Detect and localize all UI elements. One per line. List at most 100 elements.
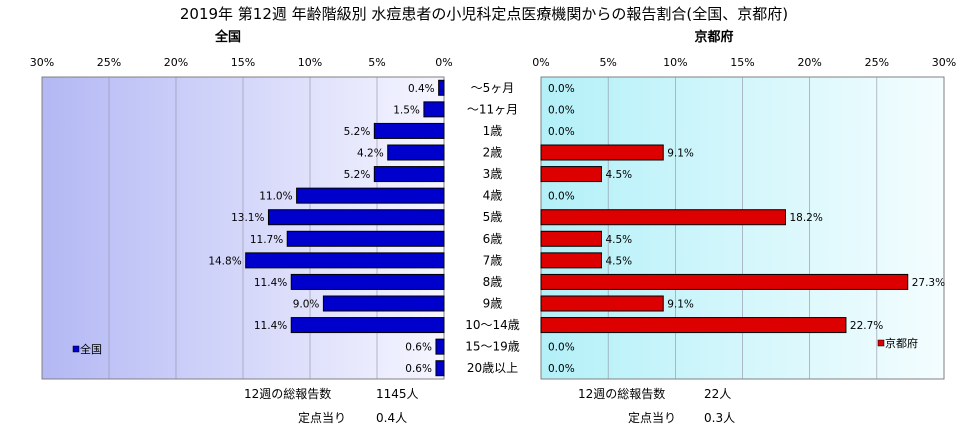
category-labels: ～5ヶ月 ～11ヶ月 1歳 2歳 3歳 4歳 5歳 6歳 7歳 8歳 9歳 10～14歳 15～19歳 2… bbox=[465, 81, 520, 375]
chart-title: 2019年 第12週 年齢階級別 水痘患者の小児科定点医療機関からの報告割合(全… bbox=[180, 5, 788, 23]
national-bar bbox=[322, 295, 445, 312]
national-data-label: 0.6% bbox=[405, 342, 432, 354]
national-bar bbox=[423, 101, 445, 118]
kyoto-bar bbox=[540, 144, 664, 161]
kyoto-x-tick-label: 25% bbox=[865, 56, 889, 69]
national-data-label: 5.2% bbox=[344, 126, 371, 138]
kyoto-x-tick-label: 20% bbox=[797, 56, 821, 69]
national-chart-title: 全国 bbox=[214, 29, 241, 45]
national-data-label: 14.8% bbox=[208, 255, 241, 267]
national-x-tick-label: 15% bbox=[231, 56, 255, 69]
kyoto-legend-label: 京都府 bbox=[885, 336, 918, 350]
national-legend-label: 全国 bbox=[80, 342, 102, 356]
kyoto-data-label: 0.0% bbox=[548, 363, 575, 375]
national-x-tick-label: 30% bbox=[30, 56, 54, 69]
kyoto-per-label: 定点当り bbox=[628, 410, 676, 425]
category-label: 9歳 bbox=[483, 297, 503, 311]
national-bar bbox=[296, 187, 445, 204]
kyoto-total-value: 22人 bbox=[704, 387, 731, 401]
kyoto-bar bbox=[540, 166, 602, 183]
national-data-label: 0.6% bbox=[405, 363, 432, 375]
national-data-label: 13.1% bbox=[231, 212, 264, 224]
category-label: ～5ヶ月 bbox=[471, 81, 515, 95]
kyoto-legend-swatch bbox=[877, 339, 885, 347]
kyoto-data-label: 0.0% bbox=[548, 191, 575, 203]
national-data-labels: 0.4% 1.5% 5.2% 4.2% 5.2% 11.0% 13.1% 11.7% 14.8%… bbox=[208, 83, 434, 375]
kyoto-chart-title: 京都府 bbox=[694, 29, 733, 45]
category-label: 2歳 bbox=[483, 146, 503, 160]
national-bar bbox=[387, 144, 445, 161]
national-legend-swatch bbox=[72, 345, 80, 353]
national-x-tick-label: 0% bbox=[435, 56, 452, 69]
kyoto-x-tick-label: 10% bbox=[663, 56, 687, 69]
kyoto-bar bbox=[540, 209, 786, 226]
category-label: 10～14歳 bbox=[465, 318, 520, 332]
national-bar bbox=[267, 209, 445, 226]
kyoto-bar bbox=[540, 252, 602, 269]
national-bar bbox=[435, 338, 445, 355]
kyoto-data-label: 0.0% bbox=[548, 342, 575, 354]
kyoto-x-tick-label: 30% bbox=[932, 56, 956, 69]
national-data-label: 11.4% bbox=[254, 277, 287, 289]
kyoto-bar bbox=[540, 273, 909, 290]
kyoto-x-tick-labels: 0% 5% 10% 15% 20% 25% 30% bbox=[532, 56, 956, 69]
national-data-label: 0.4% bbox=[408, 83, 435, 95]
kyoto-data-label: 22.7% bbox=[850, 320, 883, 332]
category-label: 3歳 bbox=[483, 167, 503, 181]
category-label: 5歳 bbox=[483, 210, 503, 224]
national-per-label: 定点当り bbox=[298, 410, 346, 425]
national-bar bbox=[435, 360, 445, 377]
category-label: 15～19歳 bbox=[465, 340, 520, 354]
category-label: 4歳 bbox=[483, 189, 503, 203]
kyoto-data-label: 18.2% bbox=[789, 212, 822, 224]
national-legend: 全国 bbox=[72, 342, 102, 356]
national-data-label: 5.2% bbox=[344, 169, 371, 181]
kyoto-x-tick-label: 15% bbox=[730, 56, 754, 69]
national-data-label: 1.5% bbox=[393, 104, 420, 116]
kyoto-data-label: 4.5% bbox=[605, 169, 632, 181]
national-bar bbox=[373, 166, 445, 183]
kyoto-data-label: 0.0% bbox=[548, 126, 575, 138]
kyoto-bars bbox=[540, 144, 909, 334]
national-data-label: 11.7% bbox=[250, 234, 283, 246]
national-x-tick-label: 25% bbox=[97, 56, 121, 69]
national-x-tick-labels: 30% 25% 20% 15% 10% 5% 0% bbox=[30, 56, 453, 69]
kyoto-x-tick-label: 0% bbox=[532, 56, 549, 69]
kyoto-bar bbox=[540, 230, 602, 247]
kyoto-data-label: 27.3% bbox=[912, 277, 945, 289]
kyoto-x-tick-label: 5% bbox=[599, 56, 616, 69]
national-bars bbox=[245, 79, 445, 377]
kyoto-data-label: 0.0% bbox=[548, 83, 575, 95]
national-x-tick-label: 5% bbox=[368, 56, 385, 69]
national-per-value: 0.4人 bbox=[376, 411, 407, 425]
kyoto-data-label: 9.1% bbox=[667, 148, 694, 160]
national-data-label: 4.2% bbox=[357, 148, 384, 160]
national-bar bbox=[373, 122, 445, 139]
national-bar bbox=[286, 230, 445, 247]
kyoto-data-label: 9.1% bbox=[667, 299, 694, 311]
category-label: 20歳以上 bbox=[467, 361, 518, 375]
national-bar bbox=[245, 252, 445, 269]
kyoto-data-label: 4.5% bbox=[605, 234, 632, 246]
national-x-tick-label: 10% bbox=[298, 56, 322, 69]
kyoto-data-label: 0.0% bbox=[548, 104, 575, 116]
national-x-tick-label: 20% bbox=[164, 56, 188, 69]
national-total-value: 1145人 bbox=[376, 387, 419, 401]
kyoto-data-label: 4.5% bbox=[605, 255, 632, 267]
category-label: 1歳 bbox=[483, 124, 503, 138]
national-data-label: 11.0% bbox=[259, 191, 292, 203]
category-label: 7歳 bbox=[483, 253, 503, 267]
national-bar bbox=[290, 317, 445, 334]
kyoto-bar bbox=[540, 295, 664, 312]
national-data-label: 9.0% bbox=[293, 299, 320, 311]
national-bar bbox=[290, 273, 445, 290]
category-label: 8歳 bbox=[483, 275, 503, 289]
national-data-label: 11.4% bbox=[254, 320, 287, 332]
national-bar bbox=[438, 79, 445, 96]
national-total-label: 12週の総報告数 bbox=[244, 386, 331, 401]
category-label: ～11ヶ月 bbox=[467, 102, 518, 116]
kyoto-data-labels: 0.0% 0.0% 0.0% 9.1% 4.5% 0.0% 18.2% 4.5% 4.5% 27.… bbox=[548, 83, 945, 375]
kyoto-per-value: 0.3人 bbox=[704, 411, 735, 425]
kyoto-bar bbox=[540, 317, 847, 334]
